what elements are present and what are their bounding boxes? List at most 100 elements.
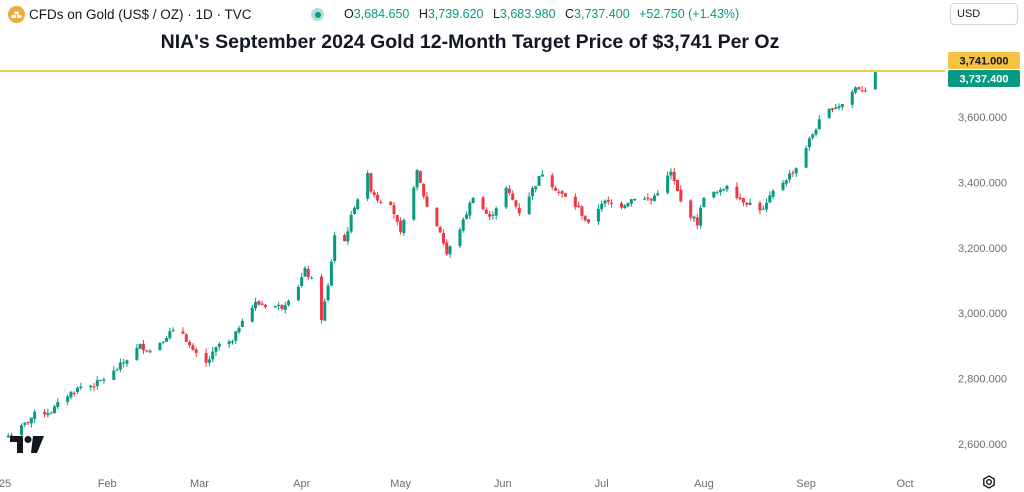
candle-body	[389, 201, 393, 205]
candle-body	[738, 197, 742, 200]
candle-body	[306, 269, 310, 278]
tradingview-logo-icon[interactable]	[10, 436, 44, 456]
candle-body	[125, 360, 129, 364]
candle-body	[669, 171, 673, 176]
candle-body	[441, 232, 445, 244]
candle-body	[702, 197, 706, 208]
candle-body	[227, 341, 231, 344]
candle-body	[465, 214, 469, 219]
candle-body	[596, 208, 600, 222]
candle-body	[181, 331, 185, 334]
candle-body	[122, 362, 126, 364]
candle-body	[722, 189, 726, 191]
candle-body	[425, 196, 429, 207]
candle-body	[372, 192, 376, 196]
candle-body	[112, 370, 116, 380]
candle-body	[326, 285, 330, 301]
candle-body	[557, 191, 561, 193]
candle-body	[448, 246, 452, 255]
candle-body	[600, 203, 604, 210]
last-price-label: 3,737.400	[960, 74, 1009, 86]
candle-body	[587, 219, 591, 223]
candle-body	[603, 200, 607, 204]
candle-body	[633, 199, 637, 201]
candle-body	[563, 193, 567, 197]
candle-body	[718, 189, 722, 193]
candle-body	[784, 180, 788, 184]
x-tick-label: 25	[0, 478, 11, 490]
candle-body	[366, 173, 370, 199]
candle-body	[43, 411, 47, 415]
currency-label: USD	[957, 8, 981, 20]
y-tick-label: 2,800.000	[958, 374, 1007, 386]
candle-body	[748, 202, 752, 205]
candle-body	[369, 173, 373, 192]
x-tick-label: Apr	[293, 478, 310, 490]
target-price-label: 3,741.000	[960, 56, 1009, 68]
candle-body	[79, 386, 83, 389]
candle-body	[445, 242, 449, 255]
candle-body	[118, 362, 122, 370]
candle-body	[214, 347, 218, 352]
candle-body	[494, 208, 498, 216]
candle-body	[804, 148, 808, 168]
candle-body	[725, 185, 729, 190]
candle-body	[356, 199, 360, 209]
candle-body	[554, 187, 558, 191]
candle-body	[491, 214, 495, 216]
y-tick-label: 3,200.000	[958, 243, 1007, 255]
candle-body	[148, 350, 152, 353]
candle-body	[250, 307, 254, 322]
chart-settings-icon[interactable]	[981, 474, 997, 490]
candle-body	[158, 342, 162, 351]
candle-body	[92, 386, 96, 388]
gold-bars-icon	[8, 5, 25, 23]
candle-body	[240, 320, 244, 327]
candle-body	[527, 196, 531, 215]
ohlc-readout: O3,684.650 H3,739.620 L3,683.980 C3,737.…	[344, 7, 745, 21]
candle-body	[573, 196, 577, 207]
candle-body	[435, 207, 439, 227]
candle-body	[850, 91, 854, 105]
candle-body	[834, 107, 838, 109]
candle-body	[412, 187, 416, 220]
candle-body	[619, 203, 623, 208]
candle-body	[95, 380, 99, 387]
candle-body	[46, 413, 50, 416]
time-axis[interactable]: 25 Feb Mar Apr May Jun Jul Aug Sep Oct	[0, 478, 914, 490]
symbol-info[interactable]: CFDs on Gold (US$ / OZ) · 1D · TVC	[8, 5, 252, 23]
candle-body	[761, 208, 765, 210]
candle-body	[765, 202, 769, 210]
price-axis[interactable]: 2,600.000 2,800.000 3,000.000 3,200.000 3,40…	[958, 112, 1007, 451]
candle-body	[781, 182, 785, 190]
candle-body	[646, 197, 650, 200]
candle-body	[277, 304, 281, 307]
candle-body	[534, 186, 538, 190]
candle-body	[758, 202, 762, 211]
candle-body	[854, 87, 858, 93]
market-status-indicator[interactable]	[311, 8, 324, 21]
candle-body	[72, 393, 76, 395]
candle-body	[280, 305, 284, 309]
open-key: O	[344, 7, 354, 21]
candle-body	[676, 179, 680, 192]
candle-body	[346, 231, 350, 242]
chart-header: CFDs on Gold (US$ / OZ) · 1D · TVC O3,68…	[0, 0, 1024, 28]
candle-body	[319, 276, 323, 321]
y-tick-label: 3,600.000	[958, 112, 1007, 124]
candle-body	[768, 195, 772, 203]
candle-body	[468, 202, 472, 216]
currency-selector-button[interactable]: USD	[950, 3, 1018, 25]
candle-body	[583, 216, 587, 221]
candle-body	[6, 435, 10, 438]
candle-body	[207, 359, 211, 363]
candle-body	[794, 168, 798, 174]
target-price-tag: 3,741.000	[948, 52, 1020, 70]
candle-body	[26, 422, 30, 424]
candle-body	[395, 214, 399, 222]
candle-body	[741, 198, 745, 203]
candle-body	[23, 422, 27, 425]
candle-body	[254, 301, 258, 309]
candle-body	[211, 351, 215, 360]
